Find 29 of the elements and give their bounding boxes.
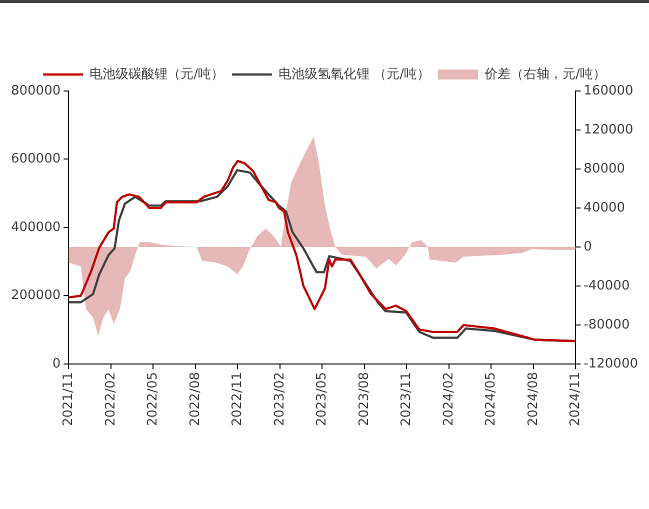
x-tick-label: 2023/08	[356, 372, 372, 426]
x-tick-label: 2023/11	[399, 372, 414, 426]
y2-tick-label: 160000	[584, 83, 634, 98]
x-tick-label: 2024/08	[526, 372, 541, 426]
y-tick-label: 200000	[10, 288, 61, 304]
y-tick-label: 600000	[10, 152, 61, 167]
legend-label: 电池级氢氧化锂 （元/吨）	[278, 66, 430, 82]
x-tick-label: 2023/05	[314, 372, 330, 426]
y2-tick-label: 120000	[584, 122, 634, 138]
y2-tick-label: -120000	[584, 356, 638, 372]
x-tick-label: 2024/11	[568, 372, 584, 426]
y2-tick-label: -80000	[584, 317, 630, 332]
y-tick-label: 400000	[10, 220, 61, 235]
x-tick-label: 2024/02	[441, 372, 456, 426]
legend-label: 电池级碳酸锂（元/吨）	[90, 66, 224, 82]
x-tick-label: 2022/02	[103, 372, 118, 426]
y-tick-label: 800000	[10, 83, 61, 98]
y2-tick-label: -40000	[584, 278, 630, 294]
y2-tick-label: 40000	[584, 200, 626, 216]
y-tick-label: 0	[52, 356, 61, 372]
x-tick-label: 2022/08	[188, 372, 203, 426]
x-tick-label: 2023/02	[272, 372, 288, 426]
x-tick-label: 2024/05	[484, 372, 499, 426]
x-tick-label: 2022/05	[146, 372, 161, 426]
y2-tick-label: 0	[584, 239, 592, 254]
legend-label: 价差（右轴，元/吨）	[484, 66, 606, 82]
x-tick-label: 2021/11	[61, 372, 76, 426]
x-tick-label: 2022/11	[230, 372, 246, 426]
y2-tick-label: 80000	[584, 161, 626, 176]
